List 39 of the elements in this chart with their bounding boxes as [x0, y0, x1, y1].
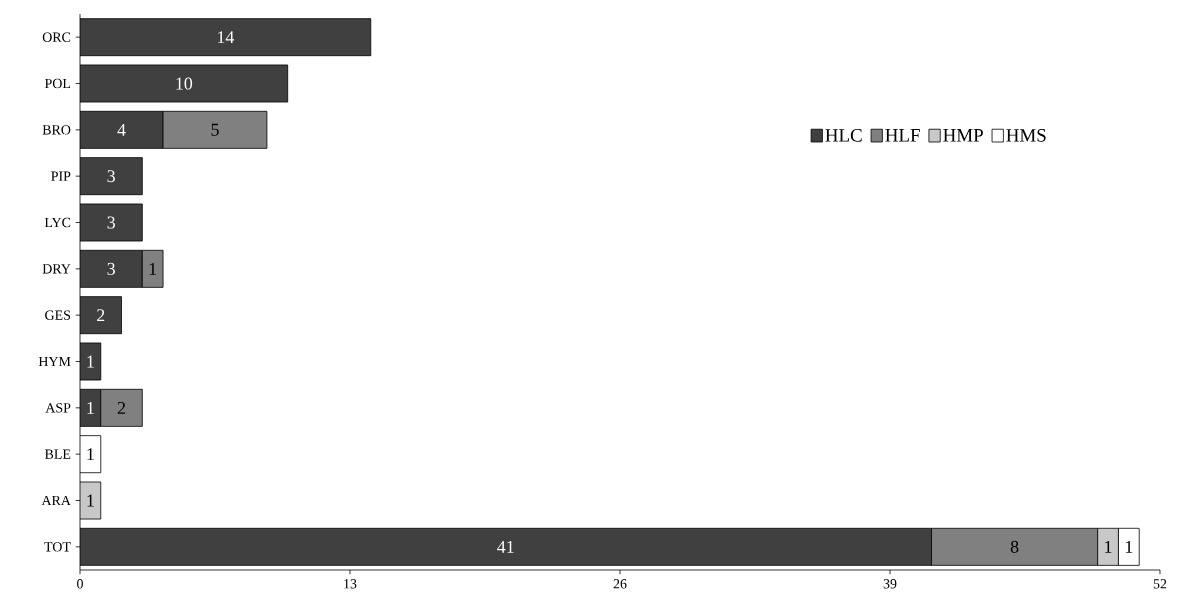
y-tick-label: PIP: [51, 171, 71, 181]
y-tick-label: TOT: [44, 542, 71, 552]
data-label: 14: [218, 31, 235, 44]
data-label: 10: [176, 77, 193, 90]
y-tick-label: BLE: [44, 449, 71, 459]
data-label: 2: [117, 401, 126, 414]
data-label: 4: [117, 123, 126, 136]
y-tick-label: DRY: [42, 264, 71, 274]
x-tick-label: 0: [77, 579, 83, 589]
x-tick-label: 39: [883, 579, 897, 589]
y-tick-label: ARA: [41, 495, 71, 506]
data-label: 3: [107, 170, 115, 183]
legend-label: HMS: [1006, 128, 1046, 142]
data-label: 1: [1105, 540, 1112, 553]
y-tick-label: ASP: [45, 403, 71, 413]
data-label: 1: [1125, 540, 1133, 553]
x-tick-label: 13: [344, 579, 357, 589]
data-label: 1: [87, 448, 94, 461]
data-label: 1: [149, 262, 157, 275]
x-tick-label: 26: [613, 579, 627, 589]
x-tick-label: 52: [1153, 579, 1167, 589]
data-label: 1: [87, 494, 94, 507]
y-tick-label: BRO: [42, 125, 71, 135]
y-tick-label: GES: [45, 310, 71, 320]
data-label: 3: [107, 216, 115, 229]
data-label: 8: [1010, 540, 1019, 553]
y-tick-label: LYC: [44, 217, 71, 228]
data-label: 3: [107, 262, 115, 275]
legend-label: HLC: [825, 128, 862, 142]
legend-label: HLF: [885, 129, 920, 142]
y-tick-label: HYM: [38, 356, 71, 366]
y-tick-label: ORC: [42, 32, 71, 42]
data-label: 1: [87, 401, 94, 414]
data-label: 5: [211, 123, 219, 136]
legend-label: HMP: [943, 129, 983, 142]
data-label: 1: [87, 355, 94, 368]
data-label: 2: [97, 309, 105, 322]
data-label: 41: [497, 540, 514, 553]
y-tick-label: POL: [44, 78, 71, 89]
